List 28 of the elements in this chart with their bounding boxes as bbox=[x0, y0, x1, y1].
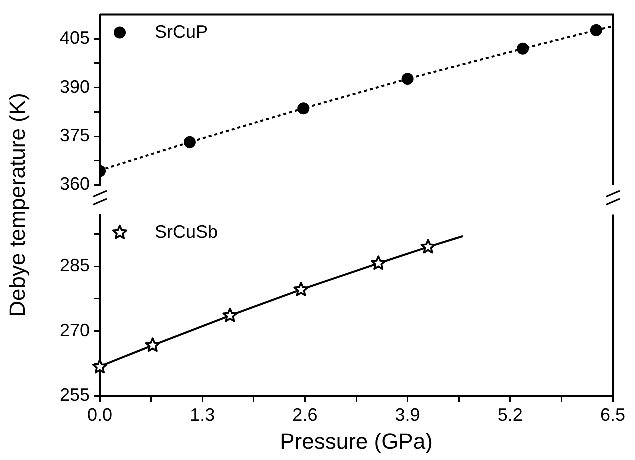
point bbox=[371, 256, 386, 270]
y-tick-label: 390 bbox=[60, 76, 90, 97]
y-tick-label: 285 bbox=[60, 256, 90, 276]
legend-label: SrCuSb bbox=[155, 222, 218, 242]
x-axis-title: Pressure (GPa) bbox=[280, 428, 433, 454]
point bbox=[517, 42, 530, 55]
point bbox=[298, 102, 310, 115]
point bbox=[590, 24, 602, 36]
x-tick-label: 5.2 bbox=[498, 404, 523, 425]
y-tick-label: 255 bbox=[60, 384, 90, 405]
x-tick-label: 2.6 bbox=[292, 404, 318, 425]
y-tick-label: 360 bbox=[60, 174, 90, 194]
point bbox=[222, 308, 238, 322]
point bbox=[294, 282, 309, 296]
legend-label: SrCuP bbox=[155, 22, 208, 42]
x-tick-label: 0.0 bbox=[87, 404, 113, 425]
y-tick-label: 270 bbox=[60, 320, 90, 340]
point bbox=[92, 359, 108, 374]
x-tick-label: 3.9 bbox=[395, 404, 420, 425]
point bbox=[420, 239, 436, 254]
x-tick-label: 1.3 bbox=[190, 404, 216, 425]
y-axis-title: Debye temperature (K) bbox=[5, 94, 31, 318]
y-tick-label: 405 bbox=[60, 28, 90, 48]
point bbox=[402, 73, 414, 86]
x-tick-label: 6.5 bbox=[600, 404, 626, 425]
y-tick-label: 375 bbox=[60, 125, 90, 146]
point bbox=[145, 338, 160, 352]
point bbox=[184, 136, 196, 148]
